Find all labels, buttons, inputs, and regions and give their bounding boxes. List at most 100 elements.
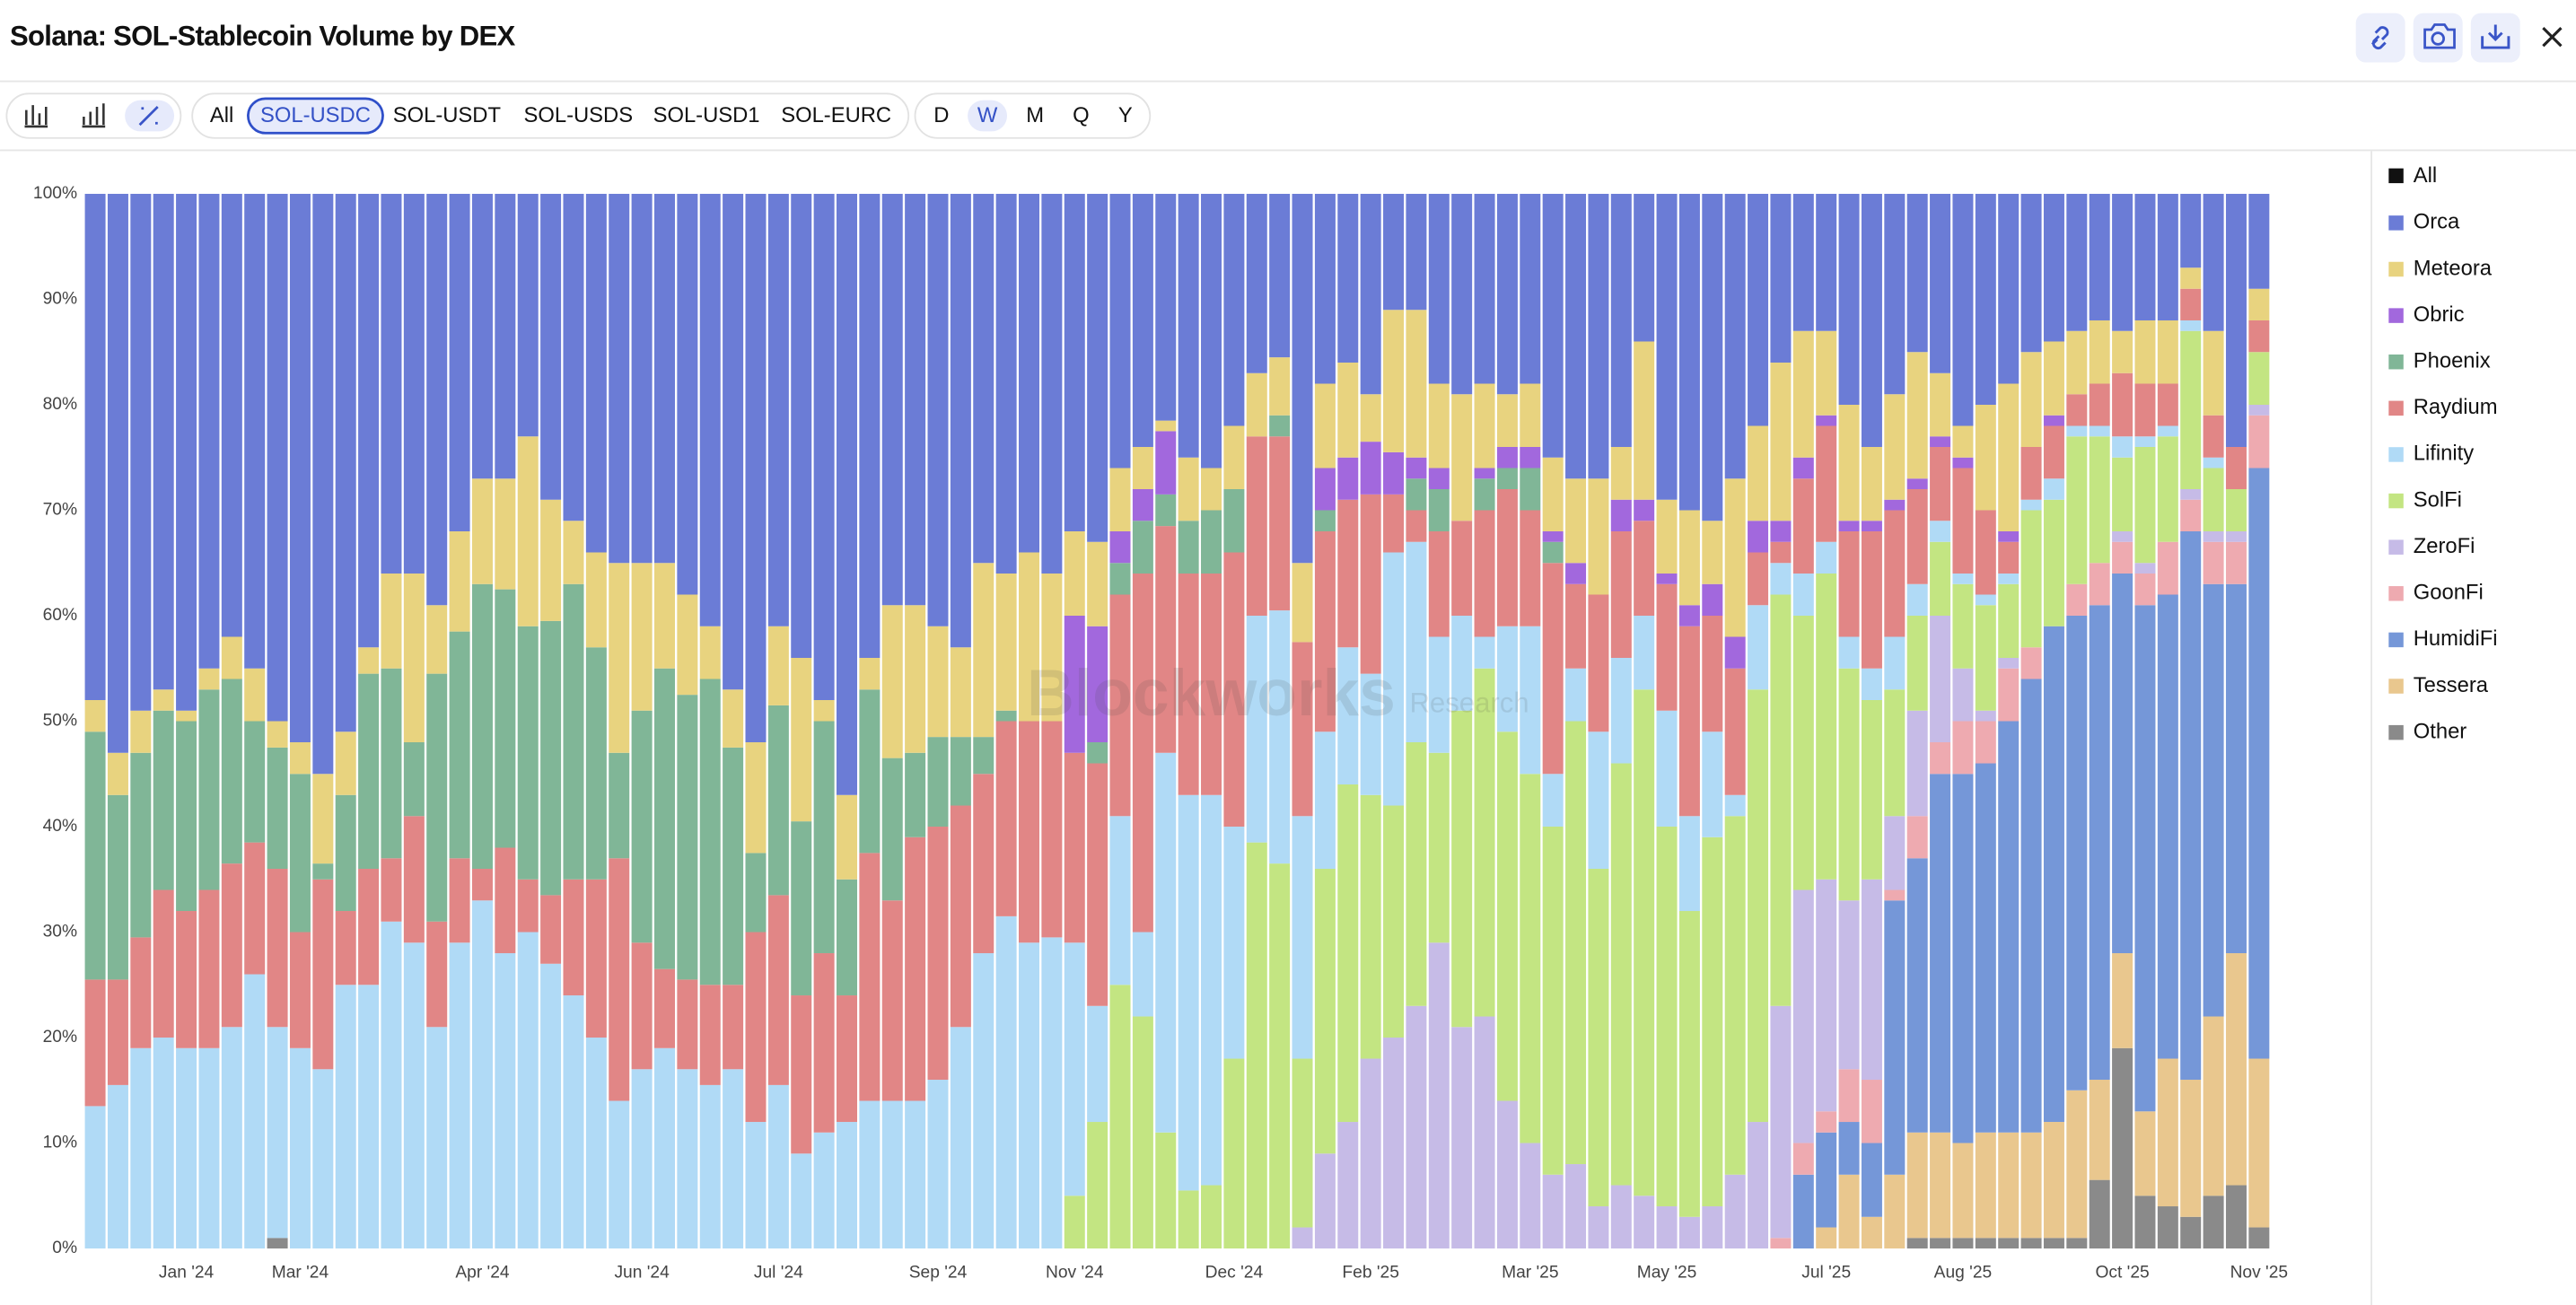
stacked-chart-icon[interactable] bbox=[82, 103, 106, 128]
screenshot-button[interactable] bbox=[2413, 13, 2463, 63]
bar-segment bbox=[381, 858, 402, 922]
bar-segment bbox=[2134, 563, 2156, 574]
pair-option[interactable]: SOL-USDT bbox=[393, 103, 501, 127]
bar-segment bbox=[1975, 404, 1996, 511]
legend-swatch[interactable] bbox=[2388, 168, 2404, 184]
bar-segment bbox=[107, 1084, 128, 1249]
bar-segment bbox=[1201, 1185, 1222, 1249]
bar-segment bbox=[653, 193, 675, 564]
x-tick-label: Jul '25 bbox=[1801, 1264, 1851, 1283]
bar-segment bbox=[2248, 320, 2270, 353]
bar-segment bbox=[609, 193, 630, 564]
bar-segment bbox=[745, 742, 767, 854]
interval-option[interactable]: D bbox=[933, 103, 949, 127]
bar-segment bbox=[1542, 774, 1564, 828]
legend-label[interactable]: Obric bbox=[2414, 302, 2465, 327]
bar-segment bbox=[449, 942, 470, 1249]
bar-segment bbox=[1109, 468, 1131, 531]
selected-pill[interactable] bbox=[247, 97, 384, 135]
bar-segment bbox=[2020, 1132, 2042, 1239]
legend-swatch[interactable] bbox=[2388, 586, 2404, 601]
bar-segment bbox=[1930, 742, 1951, 775]
bar-segment bbox=[1474, 510, 1495, 637]
legend-label[interactable]: Raydium bbox=[2414, 395, 2498, 419]
selected-interval[interactable] bbox=[968, 100, 1008, 132]
bar-segment bbox=[244, 193, 266, 669]
bar-segment bbox=[221, 1027, 242, 1249]
bar-segment bbox=[1314, 731, 1336, 870]
bar-segment bbox=[1884, 689, 1906, 817]
legend-swatch[interactable] bbox=[2388, 632, 2404, 648]
legend-swatch[interactable] bbox=[2388, 215, 2404, 231]
pair-option[interactable]: SOL-USDS bbox=[524, 103, 634, 127]
legend-label[interactable]: Other bbox=[2414, 719, 2467, 743]
legend-toggle[interactable]: All bbox=[2414, 163, 2437, 188]
legend-swatch[interactable] bbox=[2388, 261, 2404, 277]
bar-segment bbox=[1474, 193, 1495, 384]
legend-label[interactable]: Lifinity bbox=[2414, 442, 2475, 466]
y-tick-label: 10% bbox=[43, 1134, 77, 1152]
legend-label[interactable]: Meteora bbox=[2414, 256, 2493, 280]
bar-segment bbox=[950, 737, 971, 806]
legend-swatch[interactable] bbox=[2388, 308, 2404, 323]
legend-swatch[interactable] bbox=[2388, 354, 2404, 370]
bar-segment bbox=[130, 752, 152, 938]
bar-segment bbox=[2248, 415, 2270, 469]
bar-segment bbox=[1520, 1143, 1541, 1249]
link-button[interactable] bbox=[2355, 13, 2405, 63]
bar-segment bbox=[2089, 320, 2110, 384]
bar-segment bbox=[289, 774, 311, 933]
bar-segment bbox=[723, 1069, 744, 1249]
legend-swatch[interactable] bbox=[2388, 400, 2404, 416]
legend-swatch[interactable] bbox=[2388, 493, 2404, 509]
interval-option[interactable]: M bbox=[1026, 103, 1044, 127]
bar-segment bbox=[2225, 583, 2247, 954]
bar-segment bbox=[2203, 530, 2224, 542]
bar-segment bbox=[2225, 541, 2247, 584]
pair-option[interactable]: SOL-USD1 bbox=[653, 103, 760, 127]
interval-option[interactable]: Y bbox=[1118, 103, 1133, 127]
bar-segment bbox=[403, 742, 425, 817]
bar-segment bbox=[2157, 425, 2178, 437]
legend-label[interactable]: Phoenix bbox=[2414, 348, 2491, 372]
bar-segment bbox=[517, 193, 539, 437]
bar-segment bbox=[1155, 1132, 1177, 1249]
bar-segment bbox=[1337, 1122, 1359, 1249]
close-button[interactable] bbox=[2542, 27, 2563, 48]
interval-option[interactable]: W bbox=[977, 103, 998, 127]
pair-option[interactable]: SOL-USDC bbox=[260, 103, 371, 127]
download-icon bbox=[2481, 24, 2510, 49]
bar-segment bbox=[1292, 816, 1313, 1059]
legend-swatch[interactable] bbox=[2388, 447, 2404, 462]
bar-segment bbox=[1748, 552, 1769, 606]
bar-chart-icon[interactable] bbox=[24, 105, 48, 128]
legend-label[interactable]: SolFi bbox=[2414, 487, 2462, 512]
pair-option[interactable]: SOL-EURC bbox=[781, 103, 891, 127]
bar-segment bbox=[1496, 394, 1518, 447]
group-frame bbox=[5, 92, 182, 139]
bar-segment bbox=[1770, 1005, 1792, 1239]
bar-segment bbox=[540, 963, 562, 1249]
interval-option[interactable]: Q bbox=[1073, 103, 1089, 127]
legend-swatch[interactable] bbox=[2388, 679, 2404, 694]
bar-segment bbox=[1998, 1238, 2020, 1249]
bar-segment bbox=[2248, 404, 2270, 416]
bar-segment bbox=[1792, 573, 1814, 617]
legend-label[interactable]: HumidiFi bbox=[2414, 626, 2498, 651]
legend-swatch[interactable] bbox=[2388, 539, 2404, 555]
bar-segment bbox=[426, 605, 448, 674]
y-tick-label: 60% bbox=[43, 606, 77, 625]
bar-segment bbox=[1861, 193, 1882, 447]
legend-swatch[interactable] bbox=[2388, 724, 2404, 740]
bar-segment bbox=[1496, 468, 1518, 489]
legend-label[interactable]: ZeroFi bbox=[2414, 534, 2475, 558]
bar-segment bbox=[244, 842, 266, 975]
bar-segment bbox=[1132, 521, 1153, 574]
bar-segment bbox=[2020, 352, 2042, 447]
legend-label[interactable]: Orca bbox=[2414, 210, 2460, 234]
legend-label[interactable]: Tessera bbox=[2414, 673, 2489, 697]
pair-option[interactable]: All bbox=[210, 103, 233, 127]
bar-segment bbox=[517, 932, 539, 1249]
bar-segment bbox=[267, 869, 288, 1028]
legend-label[interactable]: GoonFi bbox=[2414, 581, 2484, 605]
